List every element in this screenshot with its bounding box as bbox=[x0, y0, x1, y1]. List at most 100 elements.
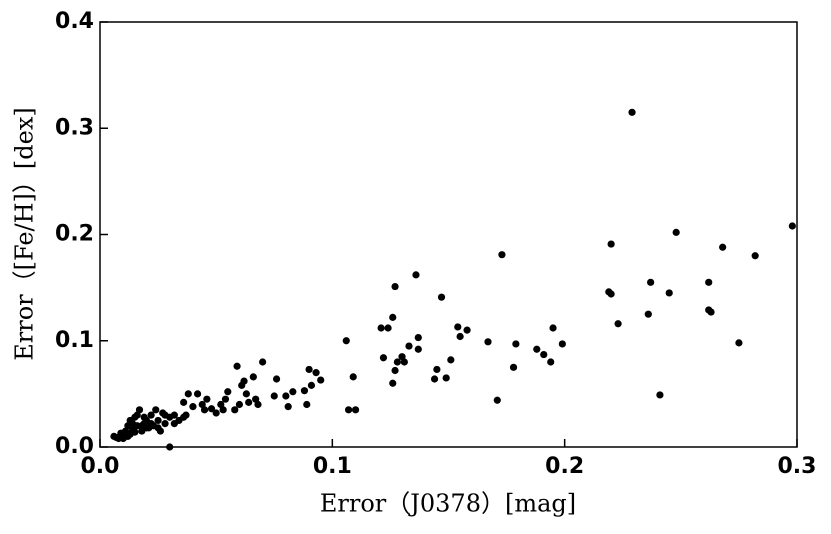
point bbox=[647, 278, 655, 286]
y-tick-label: 0.1 bbox=[55, 328, 94, 353]
x-tick-label: 0.1 bbox=[313, 454, 352, 479]
point bbox=[161, 411, 169, 419]
point bbox=[147, 411, 155, 419]
point bbox=[707, 308, 715, 316]
point bbox=[193, 390, 202, 398]
point bbox=[389, 379, 397, 387]
point bbox=[282, 392, 290, 400]
point bbox=[705, 278, 713, 286]
y-tick-label: 0.0 bbox=[55, 434, 94, 459]
point bbox=[437, 293, 446, 301]
point bbox=[131, 428, 139, 436]
point bbox=[161, 420, 169, 428]
y-tick-label: 0.4 bbox=[55, 9, 94, 34]
point bbox=[391, 366, 399, 375]
point bbox=[414, 345, 422, 353]
point bbox=[656, 391, 664, 399]
point bbox=[284, 403, 292, 411]
y-axis-label: Error（[Fe/H]）[dex] bbox=[11, 107, 39, 361]
x-tick-label: 0.3 bbox=[778, 454, 817, 479]
point bbox=[614, 320, 622, 328]
point bbox=[117, 429, 125, 437]
point bbox=[644, 310, 652, 318]
point bbox=[558, 340, 566, 348]
point bbox=[672, 228, 680, 236]
point bbox=[735, 339, 743, 347]
point bbox=[412, 271, 420, 279]
point bbox=[414, 333, 422, 342]
point bbox=[788, 222, 796, 230]
point bbox=[463, 326, 471, 334]
point bbox=[189, 403, 197, 411]
point bbox=[249, 373, 257, 381]
point bbox=[607, 290, 615, 298]
point bbox=[305, 365, 313, 374]
point bbox=[484, 338, 492, 346]
point bbox=[447, 356, 455, 364]
point bbox=[547, 358, 555, 366]
point bbox=[379, 354, 388, 362]
point bbox=[751, 252, 759, 260]
point bbox=[512, 340, 520, 348]
point bbox=[342, 337, 350, 345]
y-tick-label: 0.2 bbox=[55, 222, 94, 247]
point bbox=[509, 363, 518, 371]
point bbox=[719, 243, 727, 251]
x-axis-label: Error（J0378）[mag] bbox=[320, 490, 576, 518]
point bbox=[384, 324, 392, 332]
point bbox=[405, 342, 413, 350]
point bbox=[493, 396, 501, 404]
point bbox=[212, 409, 220, 417]
point bbox=[498, 251, 506, 259]
point bbox=[231, 406, 239, 414]
point bbox=[377, 324, 385, 332]
point bbox=[242, 390, 250, 398]
plot-frame bbox=[99, 21, 798, 448]
point bbox=[389, 313, 397, 321]
point bbox=[170, 420, 178, 428]
point bbox=[235, 400, 243, 409]
point bbox=[391, 282, 399, 291]
point bbox=[238, 381, 246, 389]
point bbox=[110, 432, 118, 440]
point bbox=[128, 420, 137, 428]
point bbox=[147, 420, 155, 428]
point bbox=[312, 369, 320, 377]
point bbox=[289, 388, 297, 396]
point bbox=[219, 406, 227, 414]
point bbox=[442, 374, 450, 382]
point bbox=[224, 388, 232, 396]
point bbox=[349, 373, 357, 381]
point bbox=[133, 411, 141, 419]
point bbox=[454, 323, 462, 331]
point bbox=[233, 362, 241, 370]
point bbox=[430, 375, 439, 383]
point bbox=[533, 345, 541, 353]
point bbox=[152, 406, 160, 414]
point bbox=[456, 332, 464, 341]
point bbox=[180, 413, 188, 421]
point bbox=[433, 365, 441, 374]
point bbox=[307, 381, 316, 389]
point bbox=[154, 416, 162, 425]
point bbox=[259, 358, 267, 366]
point bbox=[221, 395, 230, 403]
point bbox=[344, 406, 353, 414]
point bbox=[549, 324, 557, 332]
point bbox=[317, 376, 325, 384]
point bbox=[254, 400, 262, 409]
x-tick-label: 0.2 bbox=[545, 454, 584, 479]
point bbox=[628, 108, 636, 116]
point bbox=[607, 240, 615, 248]
point bbox=[180, 398, 188, 406]
point bbox=[393, 358, 401, 366]
point bbox=[207, 405, 216, 413]
point bbox=[203, 395, 211, 403]
point bbox=[140, 413, 148, 421]
point bbox=[272, 375, 281, 383]
point bbox=[142, 424, 151, 432]
point bbox=[245, 398, 253, 406]
y-tick-label: 0.3 bbox=[55, 115, 94, 140]
point bbox=[351, 406, 360, 414]
